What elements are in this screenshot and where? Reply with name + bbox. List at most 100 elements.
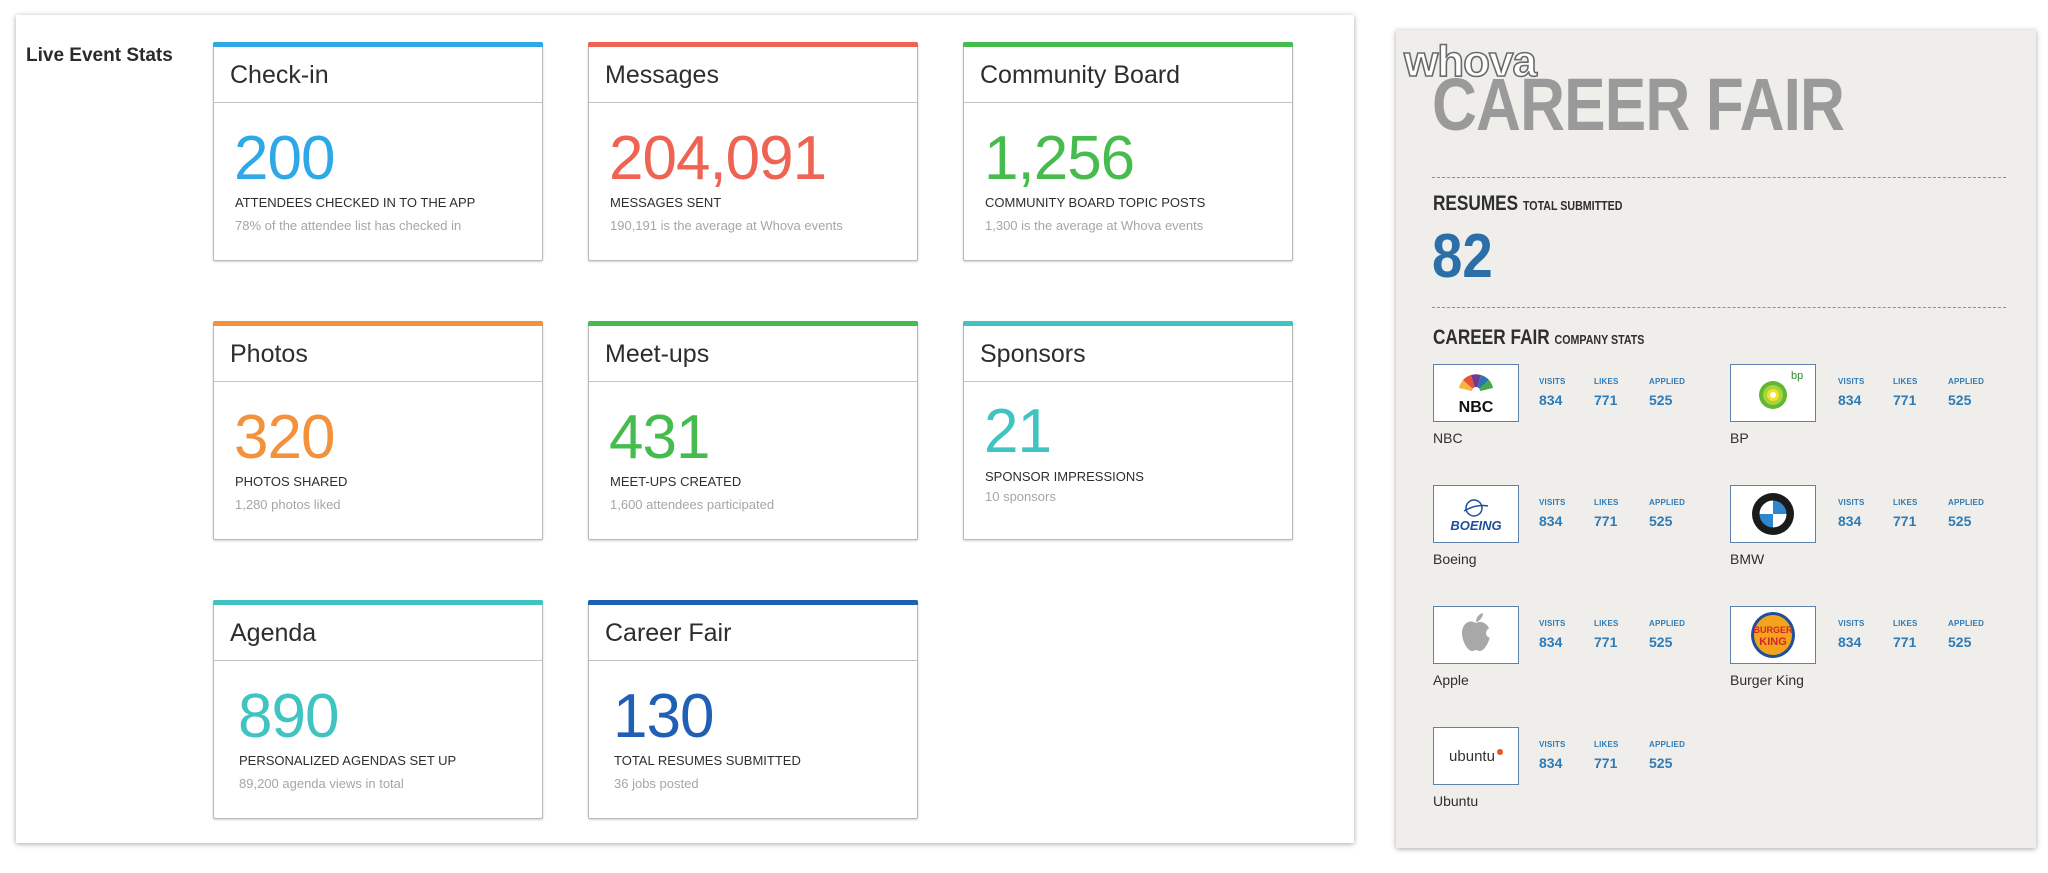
- card-value: 130: [613, 682, 714, 751]
- card-accent-bar: [963, 42, 1293, 47]
- company-name: BMW: [1730, 551, 1765, 567]
- section-title: Live Event Stats: [26, 45, 173, 66]
- applied-label: APPLIED: [1948, 377, 1985, 386]
- card-accent-bar: [213, 42, 543, 47]
- company-bp[interactable]: bp BP VISITS 834 LIKES 771 APPLIED 525: [1730, 364, 2020, 464]
- card-subtext: 1,600 attendees participated: [610, 497, 775, 512]
- card-label: ATTENDEES CHECKED IN TO THE APP: [235, 195, 476, 210]
- visits-label: VISITS: [1539, 377, 1566, 386]
- applied-value: 525: [1649, 634, 1673, 650]
- resume-count: 82: [1432, 222, 1493, 291]
- company-name: BP: [1730, 430, 1749, 446]
- card-check-in[interactable]: Check-in 200 ATTENDEES CHECKED IN TO THE…: [213, 42, 543, 261]
- likes-label: LIKES: [1893, 377, 1918, 386]
- resumes-heading-text: RESUMES: [1433, 192, 1519, 215]
- likes-value: 771: [1893, 634, 1917, 650]
- divider: [214, 102, 542, 103]
- applied-stat: APPLIED 525: [1948, 619, 1984, 650]
- card-accent-bar: [588, 321, 918, 326]
- card-subtext: 1,280 photos liked: [235, 497, 341, 512]
- card-community-board[interactable]: Community Board 1,256 COMMUNITY BOARD TO…: [963, 42, 1293, 261]
- live-event-stats-panel: Live Event Stats Check-in 200 ATTENDEES …: [16, 15, 1354, 843]
- card-label: MEET-UPS CREATED: [610, 474, 742, 489]
- card-value: 204,091: [609, 124, 827, 193]
- likes-label: LIKES: [1594, 377, 1619, 386]
- card-label: PERSONALIZED AGENDAS SET UP: [239, 753, 457, 768]
- card-title: Meet-ups: [605, 340, 710, 368]
- divider: [589, 660, 917, 661]
- applied-value: 525: [1649, 392, 1673, 408]
- applied-stat: APPLIED 525: [1649, 619, 1685, 650]
- company-nbc[interactable]: NBC NBC VISITS 834 LIKES 771 APPLIED 525: [1433, 364, 1723, 464]
- card-meet-ups[interactable]: Meet-ups 431 MEET-UPS CREATED 1,600 atte…: [588, 321, 918, 540]
- svg-text:NBC: NBC: [1459, 399, 1494, 416]
- card-accent-bar: [213, 321, 543, 326]
- visits-label: VISITS: [1838, 377, 1865, 386]
- applied-stat: APPLIED 525: [1948, 377, 1984, 408]
- career-fair-subheading: COMPANY STATS: [1554, 332, 1645, 347]
- card-accent-bar: [213, 600, 543, 605]
- company-ubuntu[interactable]: ubuntu Ubuntu VISITS 834 LIKES 771 APPLI…: [1433, 727, 1723, 827]
- visits-value: 834: [1838, 513, 1862, 529]
- company-name: Ubuntu: [1433, 793, 1479, 809]
- card-label: MESSAGES SENT: [610, 195, 722, 210]
- resumes-heading: RESUMES TOTAL SUBMITTED: [1433, 192, 1622, 216]
- visits-value: 834: [1838, 392, 1862, 408]
- card-accent-bar: [588, 600, 918, 605]
- card-messages[interactable]: Messages 204,091 MESSAGES SENT 190,191 i…: [588, 42, 918, 261]
- visits-value: 834: [1539, 755, 1563, 771]
- company-burger-king[interactable]: BURGER KING Burger King VISITS 834 LIKES…: [1730, 606, 2020, 706]
- svg-text:ubuntu: ubuntu: [1449, 748, 1495, 765]
- card-subtext: 78% of the attendee list has checked in: [235, 218, 462, 233]
- card-photos[interactable]: Photos 320 PHOTOS SHARED 1,280 photos li…: [213, 321, 543, 540]
- card-title: Messages: [605, 61, 719, 89]
- likes-stat: LIKES 771: [1594, 619, 1619, 650]
- card-label: TOTAL RESUMES SUBMITTED: [614, 753, 801, 768]
- visits-stat: VISITS 834: [1539, 498, 1566, 529]
- apple-logo: [1433, 606, 1519, 664]
- card-agenda[interactable]: Agenda 890 PERSONALIZED AGENDAS SET UP 8…: [213, 600, 543, 819]
- applied-label: APPLIED: [1649, 498, 1686, 507]
- card-title: Community Board: [980, 61, 1181, 89]
- card-value: 1,256: [984, 124, 1135, 193]
- likes-label: LIKES: [1594, 498, 1619, 507]
- visits-label: VISITS: [1838, 619, 1865, 628]
- card-title: Photos: [230, 340, 308, 368]
- likes-label: LIKES: [1594, 619, 1619, 628]
- card-value: 890: [238, 682, 339, 751]
- visits-value: 834: [1539, 392, 1563, 408]
- burger-king-logo: BURGER KING: [1730, 606, 1816, 664]
- card-subtext: 10 sponsors: [985, 489, 1056, 504]
- applied-label: APPLIED: [1948, 619, 1985, 628]
- likes-stat: LIKES 771: [1893, 619, 1918, 650]
- likes-stat: LIKES 771: [1893, 377, 1918, 408]
- visits-value: 834: [1539, 634, 1563, 650]
- card-career-fair[interactable]: Career Fair 130 TOTAL RESUMES SUBMITTED …: [588, 600, 918, 819]
- likes-stat: LIKES 771: [1893, 498, 1918, 529]
- visits-label: VISITS: [1539, 498, 1566, 507]
- likes-value: 771: [1594, 513, 1618, 529]
- divider: [589, 381, 917, 382]
- card-subtext: 190,191 is the average at Whova events: [610, 218, 843, 233]
- boeing-logo: BOEING: [1433, 485, 1519, 543]
- company-bmw[interactable]: BMW VISITS 834 LIKES 771 APPLIED 525: [1730, 485, 2020, 585]
- company-apple[interactable]: Apple VISITS 834 LIKES 771 APPLIED 525: [1433, 606, 1723, 706]
- svg-text:BOEING: BOEING: [1450, 518, 1501, 533]
- applied-value: 525: [1948, 513, 1972, 529]
- divider: [214, 660, 542, 661]
- card-title: Sponsors: [980, 340, 1086, 368]
- company-boeing[interactable]: BOEING Boeing VISITS 834 LIKES 771 APPLI…: [1433, 485, 1723, 585]
- visits-stat: VISITS 834: [1838, 377, 1865, 408]
- applied-stat: APPLIED 525: [1649, 377, 1685, 408]
- visits-value: 834: [1539, 513, 1563, 529]
- likes-label: LIKES: [1893, 619, 1918, 628]
- card-sponsors[interactable]: Sponsors 21 SPONSOR IMPRESSIONS 10 spons…: [963, 321, 1293, 540]
- company-name: Apple: [1433, 672, 1469, 688]
- visits-label: VISITS: [1539, 619, 1566, 628]
- career-fair-poster: whova CAREER FAIR RESUMES TOTAL SUBMITTE…: [1396, 30, 2036, 848]
- visits-stat: VISITS 834: [1539, 740, 1566, 771]
- likes-value: 771: [1594, 392, 1618, 408]
- career-fair-heading: CAREER FAIR COMPANY STATS: [1433, 326, 1644, 350]
- company-name: NBC: [1433, 430, 1463, 446]
- applied-stat: APPLIED 525: [1649, 498, 1685, 529]
